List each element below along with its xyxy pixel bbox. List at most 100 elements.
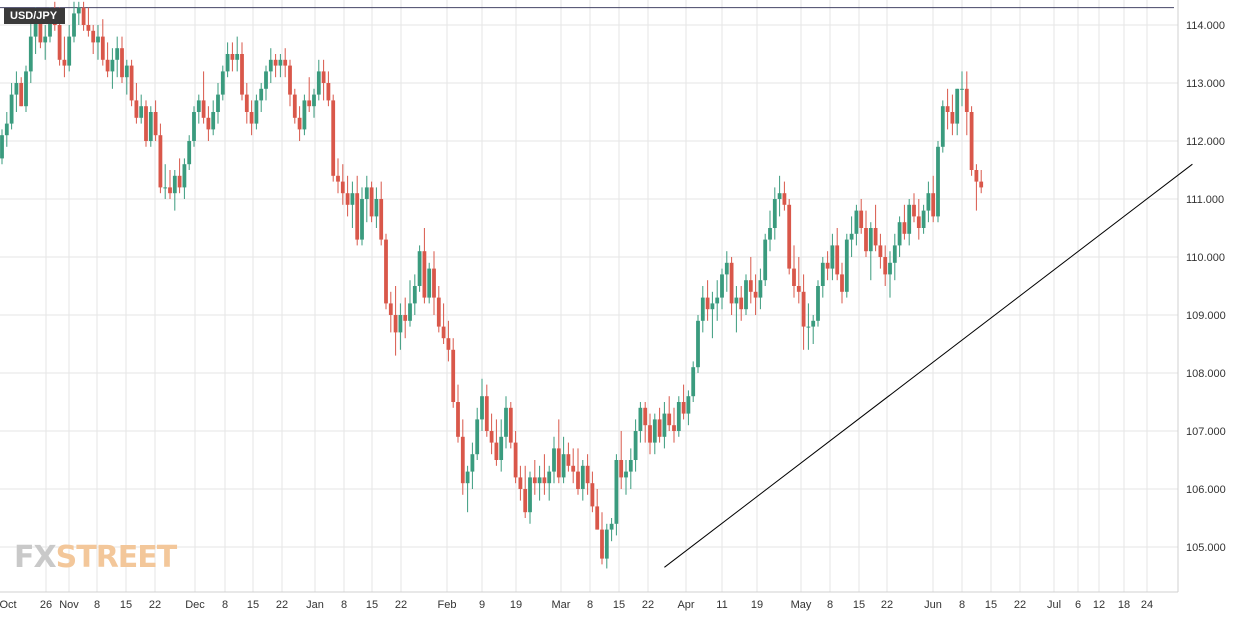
candle (576, 448, 580, 495)
candle-body (312, 94, 316, 107)
candle-body (422, 251, 427, 298)
candle (148, 106, 153, 147)
candle-body (576, 471, 580, 489)
candle (388, 291, 393, 333)
candle-body (475, 419, 480, 455)
candle-body (979, 181, 984, 188)
candle-body (345, 193, 350, 205)
candle-body (748, 280, 753, 292)
candle (62, 36, 67, 78)
x-tick-label: 22 (395, 599, 407, 611)
candle-body (691, 367, 696, 397)
candle-body (604, 529, 609, 559)
candle-body (734, 297, 739, 304)
candle (916, 199, 921, 240)
candle (624, 460, 628, 495)
candle-body (393, 315, 398, 333)
candle-body (681, 402, 686, 414)
candle-body (4, 123, 9, 136)
candle (350, 181, 355, 228)
symbol-badge: USD/JPY (4, 8, 66, 24)
candle (715, 280, 720, 321)
x-tick-label: 8 (959, 599, 965, 611)
candle-body (883, 257, 888, 275)
candle-body (532, 477, 537, 484)
candle-body (921, 210, 926, 228)
candle (897, 216, 902, 257)
candle (820, 257, 825, 298)
candle (312, 88, 316, 118)
candle-body (9, 94, 14, 124)
candle-body (499, 436, 504, 460)
x-tick-label: 22 (276, 599, 288, 611)
candle-body (955, 88, 960, 124)
candle (43, 25, 48, 60)
x-tick-label: 8 (222, 599, 228, 611)
candle (590, 471, 595, 513)
candle (796, 257, 801, 304)
candle (691, 361, 696, 402)
candle (854, 204, 859, 246)
candle (595, 489, 600, 530)
candle (163, 164, 168, 199)
candle-body (355, 193, 360, 240)
candle-body (614, 460, 619, 524)
candle-body (801, 291, 806, 327)
candle-body (297, 117, 302, 130)
candle-body (14, 83, 19, 95)
candle-body (772, 199, 777, 228)
candle (14, 71, 19, 112)
candle (446, 320, 451, 362)
candle (748, 257, 753, 304)
x-tick-label: 15 (985, 599, 997, 611)
candle (528, 471, 532, 524)
candle-body (768, 228, 772, 240)
candle (633, 419, 638, 472)
candle (129, 59, 134, 107)
candle-body (168, 187, 172, 194)
candle-body (912, 204, 916, 217)
candle (475, 407, 480, 460)
candle-body (676, 402, 681, 431)
candle (753, 274, 758, 315)
candle (705, 280, 710, 321)
candle-body (696, 320, 700, 368)
candle-body (307, 100, 312, 107)
candle (504, 396, 508, 449)
candle-body (436, 297, 441, 327)
candle (864, 210, 868, 257)
candle (331, 94, 336, 182)
candle (566, 442, 571, 472)
candle-body (571, 465, 576, 472)
candle (360, 187, 364, 246)
candle-body (264, 71, 268, 89)
candle (825, 251, 830, 281)
candle (643, 402, 648, 443)
candle-body (552, 448, 556, 472)
candle-body (67, 36, 72, 66)
candle (177, 158, 182, 194)
x-tick-label: 15 (120, 599, 132, 611)
candle (187, 135, 192, 170)
candle-body (206, 117, 211, 130)
candle-body (441, 326, 446, 339)
candle (254, 94, 259, 130)
candle-body (76, 7, 81, 14)
x-tick-label: 18 (1118, 599, 1130, 611)
candle (782, 181, 787, 211)
candle (144, 100, 148, 147)
candle-body (662, 413, 667, 437)
candle (408, 280, 412, 327)
x-tick-label: Mar (552, 599, 571, 611)
candle-body (336, 175, 340, 182)
candle (292, 88, 297, 124)
candle-body (590, 483, 595, 507)
candle (278, 54, 283, 78)
candle (345, 175, 350, 217)
candle-body (595, 506, 600, 530)
candle-body (936, 146, 940, 217)
x-tick-label: 15 (853, 599, 865, 611)
candle-body (729, 262, 734, 304)
candle (316, 59, 321, 101)
candle-body (153, 112, 158, 136)
